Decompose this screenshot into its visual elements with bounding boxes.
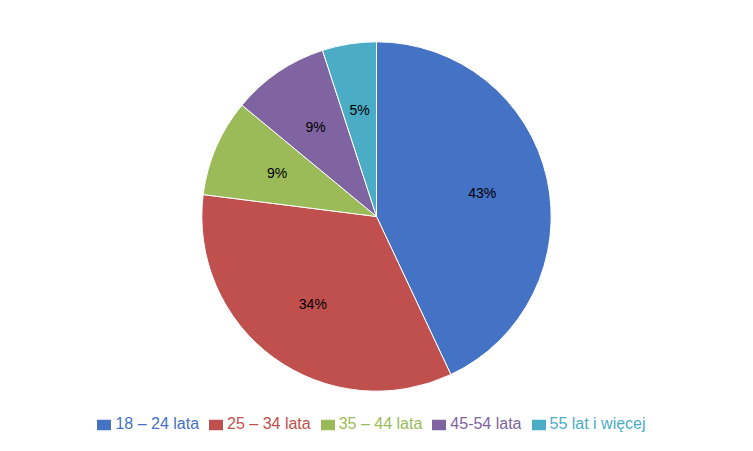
svg-text:43%: 43% <box>468 185 496 201</box>
html-text:45-54 lata: 45-54 lata <box>450 415 522 432</box>
html-text:25 – 34 lata: 25 – 34 lata <box>227 415 311 432</box>
html-text:35 – 44 lata: 35 – 44 lata <box>338 415 423 432</box>
svg-text:34%: 34% <box>299 296 327 312</box>
svg-text:5%: 5% <box>349 102 369 118</box>
svg-text:9%: 9% <box>267 165 287 181</box>
svg-text:9%: 9% <box>306 119 326 135</box>
html-text:55 lat i więcej: 55 lat i więcej <box>549 415 646 432</box>
html-text:18 – 24 lata: 18 – 24 lata <box>115 415 200 432</box>
